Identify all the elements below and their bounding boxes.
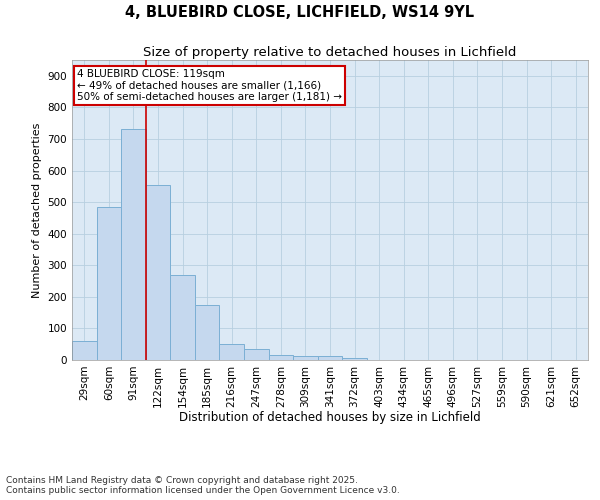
- Bar: [195, 304, 220, 360]
- Text: 4 BLUEBIRD CLOSE: 119sqm
← 49% of detached houses are smaller (1,166)
50% of sem: 4 BLUEBIRD CLOSE: 119sqm ← 49% of detach…: [77, 69, 342, 102]
- Bar: [244, 349, 269, 360]
- Title: Size of property relative to detached houses in Lichfield: Size of property relative to detached ho…: [143, 46, 517, 59]
- Text: Contains HM Land Registry data © Crown copyright and database right 2025.
Contai: Contains HM Land Registry data © Crown c…: [6, 476, 400, 495]
- Bar: [72, 341, 97, 360]
- Bar: [269, 356, 293, 360]
- X-axis label: Distribution of detached houses by size in Lichfield: Distribution of detached houses by size …: [179, 411, 481, 424]
- Bar: [220, 344, 244, 360]
- Text: 4, BLUEBIRD CLOSE, LICHFIELD, WS14 9YL: 4, BLUEBIRD CLOSE, LICHFIELD, WS14 9YL: [125, 5, 475, 20]
- Bar: [318, 356, 342, 360]
- Bar: [146, 184, 170, 360]
- Bar: [293, 356, 318, 360]
- Y-axis label: Number of detached properties: Number of detached properties: [32, 122, 42, 298]
- Bar: [121, 130, 146, 360]
- Bar: [97, 207, 121, 360]
- Bar: [170, 274, 195, 360]
- Bar: [342, 358, 367, 360]
